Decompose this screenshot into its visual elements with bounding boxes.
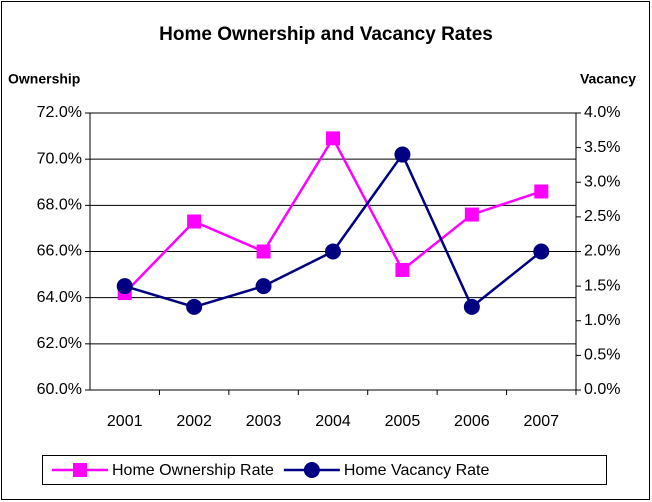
y2-tick-label: 1.0% (584, 312, 620, 329)
y-tick-label: 70.0% (37, 150, 82, 167)
legend-label: Home Ownership Rate (112, 462, 274, 479)
y-tick-label: 66.0% (37, 243, 82, 260)
chart-title: Home Ownership and Vacancy Rates (159, 24, 493, 45)
data-point (395, 262, 410, 277)
y2-axis-label: Vacancy (580, 71, 636, 87)
data-point (256, 244, 271, 259)
x-tick-label: 2001 (107, 413, 143, 430)
data-point (394, 146, 411, 163)
data-point (255, 278, 272, 295)
x-tick-label: 2002 (176, 413, 212, 430)
data-point (326, 131, 340, 146)
data-point (186, 298, 203, 315)
legend-label: Home Vacancy Rate (344, 462, 490, 479)
x-tick-label: 2003 (246, 413, 282, 430)
data-point (533, 243, 550, 260)
y-tick-label: 72.0% (37, 104, 82, 121)
data-point (187, 214, 202, 229)
x-tick-label: 2005 (385, 413, 421, 430)
legend-marker (73, 463, 87, 477)
y2-tick-label: 0.0% (584, 381, 620, 398)
data-point (463, 298, 480, 315)
y2-tick-label: 3.5% (584, 139, 620, 156)
y-tick-label: 64.0% (37, 289, 82, 306)
data-point (116, 278, 133, 295)
y2-tick-label: 1.5% (584, 277, 620, 294)
y2-tick-label: 4.0% (584, 104, 620, 121)
y-axis-label: Ownership (8, 71, 80, 87)
data-point (464, 207, 479, 222)
y2-tick-label: 3.0% (584, 173, 620, 190)
legend-marker (303, 462, 320, 478)
x-tick-label: 2006 (454, 413, 490, 430)
y-tick-label: 60.0% (37, 381, 82, 398)
y2-tick-label: 0.5% (584, 347, 620, 364)
data-point (534, 184, 549, 199)
x-tick-label: 2004 (315, 413, 351, 430)
y2-tick-label: 2.0% (584, 243, 620, 260)
x-tick-label: 2007 (523, 413, 559, 430)
y-tick-label: 62.0% (37, 335, 82, 352)
data-point (325, 243, 341, 260)
y-tick-label: 68.0% (37, 197, 82, 214)
y2-tick-label: 2.5% (584, 208, 620, 225)
